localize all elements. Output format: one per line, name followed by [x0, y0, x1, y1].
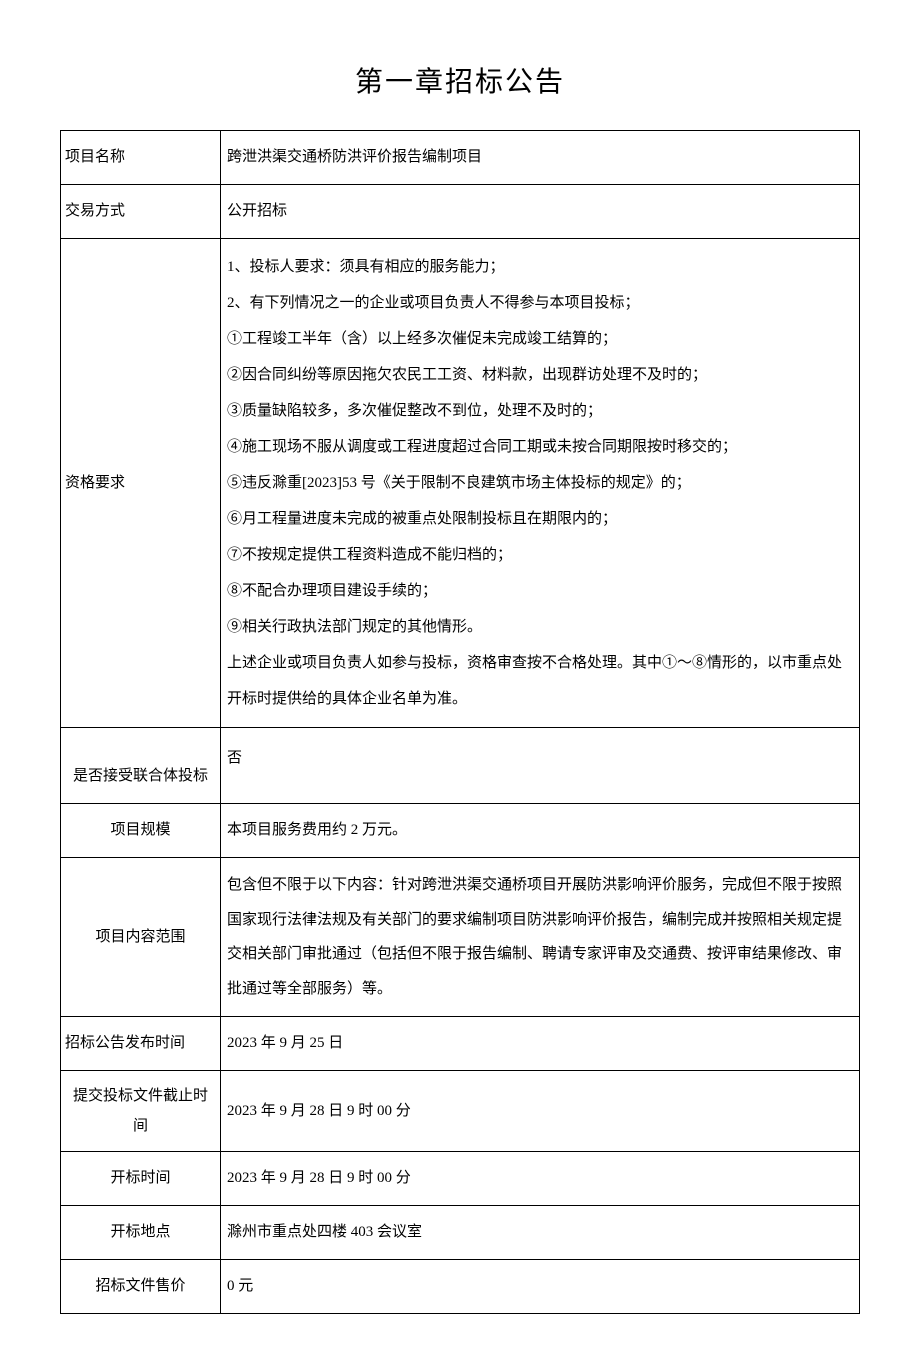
opening-location-value: 滁州市重点处四楼 403 会议室 — [221, 1206, 860, 1260]
announcement-time-label: 招标公告发布时间 — [61, 1017, 221, 1071]
table-row: 项目内容范围 包含但不限于以下内容：针对跨泄洪渠交通桥项目开展防洪影响评价服务，… — [61, 858, 860, 1017]
document-price-value: 0 元 — [221, 1260, 860, 1314]
table-row: 项目名称 跨泄洪渠交通桥防洪评价报告编制项目 — [61, 131, 860, 185]
transaction-method-value: 公开招标 — [221, 185, 860, 239]
table-row: 提交投标文件截止时间 2023 年 9 月 28 日 9 时 00 分 — [61, 1071, 860, 1152]
project-scale-label: 项目规模 — [61, 804, 221, 858]
qualification-label: 资格要求 — [61, 239, 221, 728]
opening-time-label: 开标时间 — [61, 1152, 221, 1206]
document-price-label: 招标文件售价 — [61, 1260, 221, 1314]
opening-time-value: 2023 年 9 月 28 日 9 时 00 分 — [221, 1152, 860, 1206]
table-row: 资格要求 1、投标人要求：须具有相应的服务能力；2、有下列情况之一的企业或项目负… — [61, 239, 860, 728]
tender-table: 项目名称 跨泄洪渠交通桥防洪评价报告编制项目 交易方式 公开招标 资格要求 1、… — [60, 130, 860, 1314]
table-row: 项目规模 本项目服务费用约 2 万元。 — [61, 804, 860, 858]
qualification-value: 1、投标人要求：须具有相应的服务能力；2、有下列情况之一的企业或项目负责人不得参… — [221, 239, 860, 728]
announcement-time-value: 2023 年 9 月 25 日 — [221, 1017, 860, 1071]
table-row: 开标时间 2023 年 9 月 28 日 9 时 00 分 — [61, 1152, 860, 1206]
project-name-value: 跨泄洪渠交通桥防洪评价报告编制项目 — [221, 131, 860, 185]
project-scope-label: 项目内容范围 — [61, 858, 221, 1017]
table-row: 招标公告发布时间 2023 年 9 月 25 日 — [61, 1017, 860, 1071]
page-title: 第一章招标公告 — [60, 60, 860, 100]
consortium-label: 是否接受联合体投标 — [61, 728, 221, 804]
project-name-label: 项目名称 — [61, 131, 221, 185]
project-scope-value: 包含但不限于以下内容：针对跨泄洪渠交通桥项目开展防洪影响评价服务，完成但不限于按… — [221, 858, 860, 1017]
project-scale-value: 本项目服务费用约 2 万元。 — [221, 804, 860, 858]
table-row: 招标文件售价 0 元 — [61, 1260, 860, 1314]
table-row: 是否接受联合体投标 否 — [61, 728, 860, 804]
table-row: 交易方式 公开招标 — [61, 185, 860, 239]
submission-deadline-value: 2023 年 9 月 28 日 9 时 00 分 — [221, 1071, 860, 1152]
table-row: 开标地点 滁州市重点处四楼 403 会议室 — [61, 1206, 860, 1260]
opening-location-label: 开标地点 — [61, 1206, 221, 1260]
consortium-value: 否 — [221, 728, 860, 804]
transaction-method-label: 交易方式 — [61, 185, 221, 239]
submission-deadline-label: 提交投标文件截止时间 — [61, 1071, 221, 1152]
